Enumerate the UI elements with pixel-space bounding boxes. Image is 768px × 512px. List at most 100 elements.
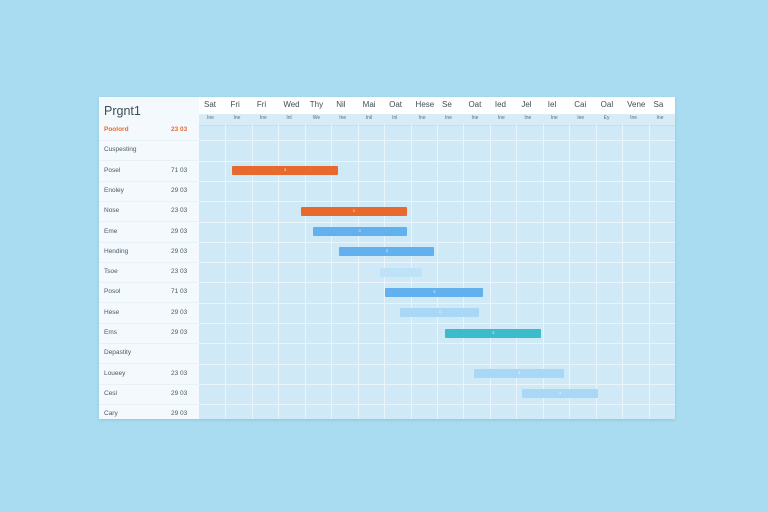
project-title: Prgnt1 xyxy=(104,104,141,118)
column-header: Wed xyxy=(283,100,300,109)
grid-row-line xyxy=(199,201,675,203)
task-row[interactable]: Poolord 23 03 xyxy=(99,120,199,141)
grid-row-line xyxy=(199,282,675,284)
column-subheader: Inl xyxy=(286,115,292,121)
task-name: Hending xyxy=(104,247,129,255)
column-header: Jel xyxy=(521,100,532,109)
task-name: Poolord xyxy=(104,126,129,133)
task-row[interactable]: Cary 29 03 xyxy=(99,404,199,419)
grid-column-line xyxy=(622,125,624,419)
grid-row-line xyxy=(199,241,675,243)
task-date: 23 03 xyxy=(171,268,188,276)
grid-row-line xyxy=(199,160,675,162)
task-row[interactable]: Cesl 29 03 xyxy=(99,384,199,405)
task-bar-label: 3 xyxy=(517,370,521,376)
task-row[interactable]: Hese 29 03 xyxy=(99,303,199,324)
task-date: 29 03 xyxy=(171,247,188,255)
task-row[interactable]: Loueey 23 03 xyxy=(99,364,199,385)
column-subheader: Ine xyxy=(550,115,558,121)
grid-row-line xyxy=(199,221,675,223)
grid-row-line xyxy=(199,262,675,264)
column-header: Ied xyxy=(494,100,506,109)
task-row[interactable]: Posol 71 03 xyxy=(99,282,199,304)
grid-row-line xyxy=(199,404,675,406)
task-name: Ems xyxy=(104,329,117,336)
column-subheader: Ine xyxy=(471,115,479,121)
task-row[interactable]: Posel 71 03 xyxy=(99,161,199,182)
task-date: 29 03 xyxy=(171,227,188,235)
column-header: Thy xyxy=(309,100,324,109)
task-bar-label: 3 xyxy=(492,329,495,335)
timeline: Sat Fri Fri Wed Thy Nil Mai Oat Hese Se Oat Ied Jel I… xyxy=(199,97,675,419)
column-header: Nil xyxy=(336,100,346,109)
task-bar-label: 3 xyxy=(283,167,287,173)
task-bar-label: 3 xyxy=(433,288,436,294)
task-bar[interactable]: 3 xyxy=(312,227,407,236)
task-name: Hese xyxy=(104,308,120,316)
task-bar-label: 3 xyxy=(558,390,562,396)
gantt-panel: Prgnt1 Poolord 23 03 Cuspesting Posel 71 03 E… xyxy=(99,97,675,419)
task-bar[interactable] xyxy=(380,267,423,277)
column-subheader: Ey xyxy=(603,115,610,121)
task-name: Cesl xyxy=(104,389,118,397)
task-row[interactable]: Enoley 29 03 xyxy=(99,181,199,202)
grid-row-line xyxy=(199,343,675,345)
task-date: 71 03 xyxy=(171,166,188,174)
column-subheader: We xyxy=(312,115,321,121)
grid-row-line xyxy=(199,363,675,365)
column-header: Fri xyxy=(256,100,267,109)
task-date: 29 03 xyxy=(171,410,188,418)
task-name: Cuspesting xyxy=(104,146,137,154)
grid-row-line xyxy=(199,180,675,182)
task-row[interactable]: Eme 29 03 xyxy=(99,222,199,243)
column-subheader: Ine xyxy=(445,115,452,121)
column-header: Hese xyxy=(415,100,435,109)
column-subheader: Ine xyxy=(656,115,664,121)
grid-row-line xyxy=(199,323,675,324)
column-header: Cai xyxy=(574,100,587,109)
task-row[interactable]: Hending 29 03 xyxy=(99,242,199,263)
task-row[interactable]: Ems 29 03 xyxy=(99,323,199,344)
task-date: 71 03 xyxy=(171,288,188,296)
grid-column-line xyxy=(542,125,544,419)
task-bar[interactable]: 3 xyxy=(300,206,407,216)
column-subheader: Inl xyxy=(392,115,398,121)
grid-column-line xyxy=(489,125,491,419)
task-date: 29 03 xyxy=(171,186,188,194)
task-list: Prgnt1 Poolord 23 03 Cuspesting Posel 71 03 E… xyxy=(99,97,200,419)
grid-column-line xyxy=(251,125,253,419)
column-header: Oat xyxy=(468,100,482,109)
column-header: Vene xyxy=(627,100,646,109)
task-bar[interactable]: 3 xyxy=(474,369,564,379)
task-bar-label: 3 xyxy=(385,248,388,254)
task-row[interactable]: Nose 23 03 xyxy=(99,201,199,223)
column-header: Oat xyxy=(389,100,403,109)
task-name: Tsoe xyxy=(104,268,118,276)
grid-column-line xyxy=(516,125,518,419)
column-header: Sat xyxy=(204,100,217,109)
task-row[interactable]: Depastity xyxy=(99,343,199,365)
column-subheader: Ine xyxy=(524,115,532,121)
task-bar[interactable]: 3 xyxy=(385,287,484,297)
column-subheader: Inil xyxy=(365,115,373,121)
task-bar-label: 3 xyxy=(358,228,361,233)
task-bar[interactable]: 3 xyxy=(399,308,480,318)
task-bar[interactable]: 3 xyxy=(339,247,435,257)
task-bar-label: 3 xyxy=(352,207,355,213)
task-name: Nose xyxy=(104,207,120,215)
column-header: Oal xyxy=(600,100,614,109)
task-bar[interactable]: 3 xyxy=(232,166,338,176)
column-header: Se xyxy=(442,100,452,109)
column-header: Sa xyxy=(653,100,664,109)
task-bar[interactable]: 3 xyxy=(521,389,599,399)
grid-column-line xyxy=(278,125,280,419)
task-name: Enoley xyxy=(104,186,124,194)
task-row[interactable]: Cuspesting xyxy=(99,140,199,162)
task-bar[interactable]: 3 xyxy=(444,328,542,338)
task-row[interactable]: Tsoe 23 03 xyxy=(99,262,199,284)
task-name: Posol xyxy=(104,288,121,296)
grid-column-line xyxy=(304,125,306,419)
grid-column-line xyxy=(569,125,571,419)
column-subheader: Ine xyxy=(418,115,426,121)
column-subheader: Ine xyxy=(259,115,267,121)
